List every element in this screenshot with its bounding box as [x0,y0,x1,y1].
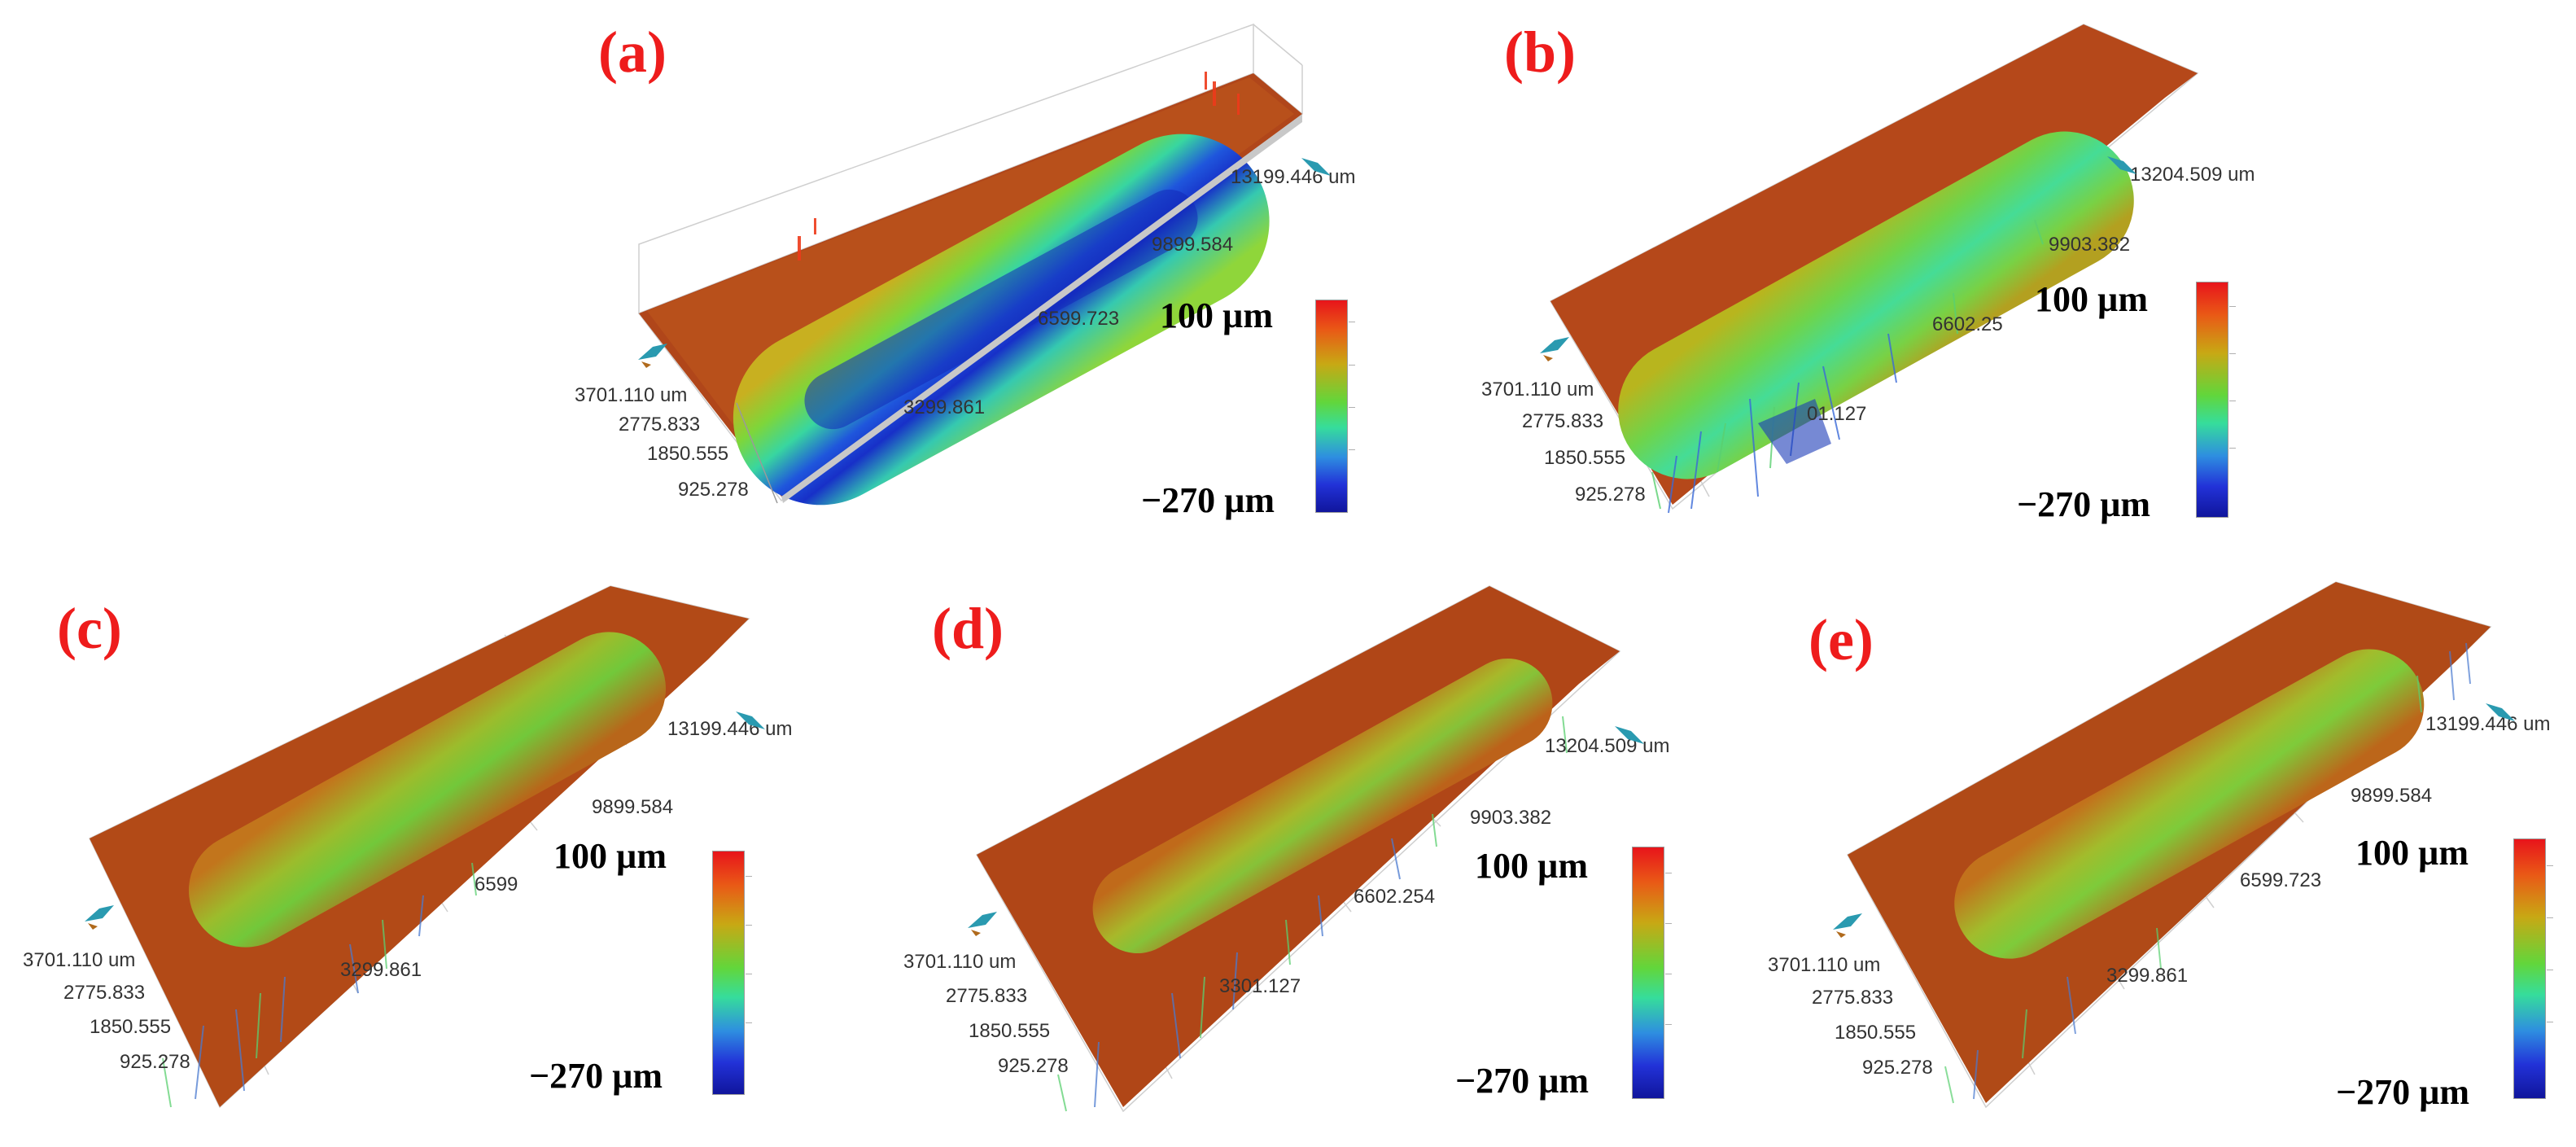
scale-max-c: 100 µm [553,836,667,876]
colorbar-tick [1349,449,1355,450]
colorbar-tick [1349,365,1355,366]
x-tick-d-1: 9903.382 [1470,807,1552,829]
y-tick-a-3: 925.278 [678,479,749,501]
surface-plot-c [88,585,750,1109]
surface-plot-a [637,23,1304,506]
colorbar-tick [2547,917,2553,918]
orientation-gizmo-icon [1301,158,1331,176]
colorbar-tick [2547,865,2553,866]
orientation-gizmo-icon [736,711,765,729]
panel-label-c: (c) [57,596,122,661]
x-tick-c-2: 6599 [475,873,518,895]
y-tick-e-3: 925.278 [1862,1057,1933,1079]
surface-plot-d [975,585,1621,1113]
x-tick-d-3: 3301.127 [1219,975,1301,997]
x-tick-d-0: 13204.509 um [1545,735,1670,757]
colorbar-e [2513,838,2553,1099]
colorbar-tick [1349,407,1355,408]
orientation-gizmo-icon [2107,156,2136,174]
colorbar-d [1632,847,1672,1099]
y-tick-a-2: 1850.555 [647,443,729,465]
y-tick-a-0: 3701.110 um [575,384,688,406]
colorbar-tick [746,876,752,877]
orientation-gizmo-icon [1540,337,1569,361]
x-tick-e-1: 9899.584 [2351,785,2433,807]
y-tick-e-0: 3701.110 um [1768,954,1881,976]
x-tick-b-0: 13204.509 um [2130,164,2255,186]
panel-label-e: (e) [1808,607,1874,672]
panel-label-d: (d) [932,596,1004,661]
panel-e: (e) 13199.446 um 9899.584 6599.723 3299.… [1734,570,2576,1147]
x-tick-c-1: 9899.584 [592,796,674,818]
colorbar-tick [746,925,752,926]
groove-e [1954,649,2425,959]
y-tick-b-1: 2775.833 [1522,410,1604,432]
scale-max-a: 100 µm [1160,296,1274,335]
scale-min-a: −270 µm [1141,480,1275,520]
x-tick-a-1: 9899.584 [1152,234,1234,256]
colorbar-tick [2229,448,2236,449]
orientation-gizmo-icon [85,905,114,930]
surface-plot-e [1846,581,2492,1109]
axis-ticks-a [736,402,778,504]
colorbar-b [2196,282,2236,518]
colorbar-tick [2229,353,2236,354]
colorbar-tick [1665,1024,1672,1025]
x-tick-c-3: 3299.861 [340,959,422,981]
panel-a: (a) 13199.446 um 9899.584 6599.723 3299.… [0,0,1384,537]
x-tick-e-3: 3299.861 [2106,965,2189,987]
x-tick-b-2: 6602.25 [1932,313,2003,335]
scale-min-e: −270 µm [2336,1072,2470,1112]
groove-b [1618,131,2134,479]
surface-plot-b [1549,24,2199,514]
colorbar-a [1315,300,1355,513]
y-tick-c-1: 2775.833 [63,982,146,1004]
orientation-gizmo-icon [1615,726,1644,744]
scale-max-e: 100 µm [2355,833,2469,873]
panel-c: (c) 13199.446 um 9899.584 6599 3299.861 … [0,570,863,1147]
y-tick-b-2: 1850.555 [1544,447,1626,469]
panel-label-b: (b) [1504,20,1576,85]
y-tick-b-3: 925.278 [1575,484,1646,506]
y-tick-c-2: 1850.555 [90,1016,172,1038]
y-tick-d-2: 1850.555 [969,1020,1051,1042]
orientation-gizmo-icon [1833,913,1862,938]
panel-d: (d) 13204.509 um 9903.382 6602.254 3301.… [863,570,1734,1147]
x-tick-e-0: 13199.446 um [2425,713,2551,735]
x-tick-b-1: 9903.382 [2049,234,2131,256]
scale-min-b: −270 µm [2017,484,2151,524]
y-tick-d-3: 925.278 [998,1055,1069,1077]
y-tick-c-0: 3701.110 um [23,949,136,971]
groove-d [1092,658,1553,954]
y-tick-d-0: 3701.110 um [903,951,1017,973]
x-tick-d-2: 6602.254 [1354,886,1436,908]
x-tick-a-2: 6599.723 [1038,308,1120,330]
scale-min-d: −270 µm [1455,1061,1590,1101]
x-tick-a-3: 3299.861 [903,396,986,418]
y-tick-b-0: 3701.110 um [1481,379,1594,401]
x-tick-b-3: 01.127 [1807,403,1867,425]
y-tick-a-1: 2775.833 [619,414,701,436]
scale-max-b: 100 µm [2035,279,2149,319]
y-tick-c-3: 925.278 [120,1051,190,1073]
x-tick-e-2: 6599.723 [2240,869,2322,891]
panel-b: (b) 13204.509 um 9903.382 6602.25 01.127… [0,0,2576,554]
colorbar-c [712,851,752,1095]
panel-label-a: (a) [598,20,667,85]
colorbar-tick [2229,306,2236,307]
colorbar-tick [746,1022,752,1023]
y-tick-e-1: 2775.833 [1812,987,1894,1009]
orientation-gizmo-icon [968,912,997,936]
y-tick-e-2: 1850.555 [1835,1022,1917,1044]
scale-min-c: −270 µm [529,1056,663,1096]
orientation-gizmo-icon [2486,703,2515,721]
groove-c [188,632,667,948]
x-tick-c-0: 13199.446 um [667,718,793,740]
x-tick-a-0: 13199.446 um [1231,166,1356,188]
orientation-gizmo-icon [638,344,667,368]
scale-max-d: 100 µm [1475,846,1589,886]
y-tick-d-1: 2775.833 [946,985,1028,1007]
colorbar-tick [1665,923,1672,924]
